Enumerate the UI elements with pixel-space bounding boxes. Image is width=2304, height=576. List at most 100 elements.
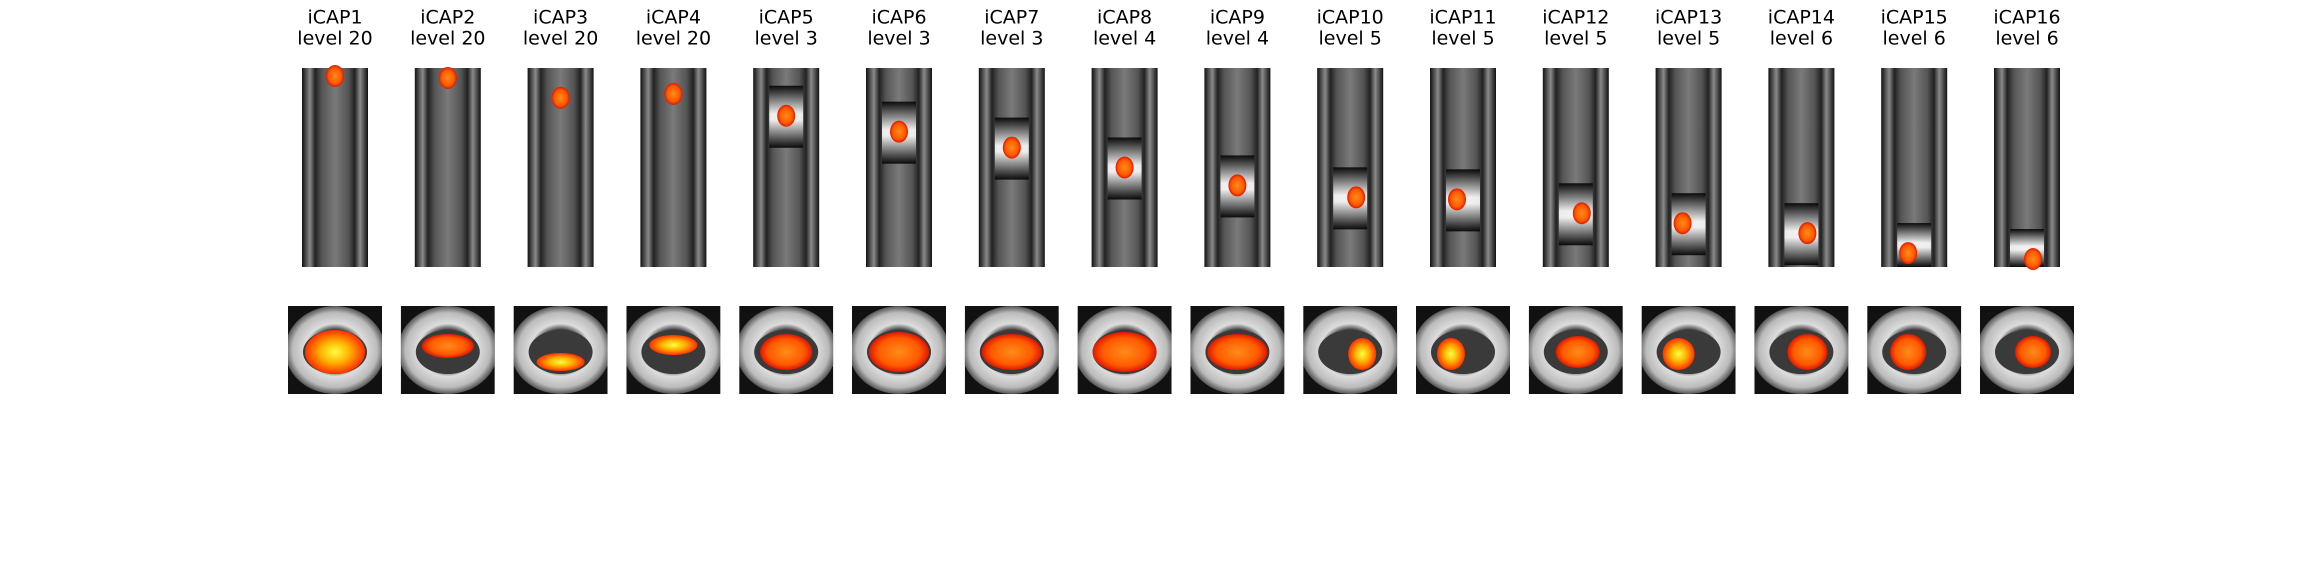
activation <box>1092 332 1157 372</box>
panel-name: iCAP3 <box>533 7 588 29</box>
panel-level: level 4 <box>1206 28 1269 50</box>
panel-name: iCAP13 <box>1655 7 1722 29</box>
activation <box>890 120 908 143</box>
axial-frame-mask <box>1520 394 1631 402</box>
activation <box>869 332 929 372</box>
axial-frame-mask <box>1510 306 1518 394</box>
axial-frame-mask <box>1859 306 1868 394</box>
axial-frame-mask <box>1972 298 2082 306</box>
activation <box>2015 336 2051 368</box>
panel-name: iCAP4 <box>646 7 701 29</box>
activation <box>1899 242 1918 265</box>
axial-frame-mask <box>1633 394 1744 402</box>
axial-frame-mask <box>1069 298 1180 306</box>
activation <box>1207 334 1268 370</box>
axial-frame-mask <box>1408 394 1518 402</box>
axial-frame-mask <box>1058 306 1067 394</box>
axial-frame-mask <box>1182 298 1293 306</box>
axial-frame-mask <box>1735 306 1744 394</box>
activation <box>305 330 365 374</box>
activation <box>1890 334 1927 370</box>
panel-level: level 6 <box>1770 28 1833 50</box>
panel-name: iCAP10 <box>1317 7 1384 29</box>
axial-frame-mask <box>956 394 1067 402</box>
axial-frame-mask <box>505 394 616 402</box>
activation <box>1115 156 1134 179</box>
axial-frame-mask <box>1295 394 1406 402</box>
axial-frame-mask <box>1182 394 1293 402</box>
sagittal-image <box>302 68 368 267</box>
axial-frame-mask <box>1284 306 1293 394</box>
axial-frame-mask <box>1961 306 1970 394</box>
axial-frame-mask <box>1397 306 1406 394</box>
panel-level: level 6 <box>1883 28 1946 50</box>
panel-level: level 20 <box>523 28 598 50</box>
axial-frame-mask <box>1069 306 1078 394</box>
activation <box>1347 186 1366 209</box>
axial-frame-mask <box>731 394 842 402</box>
panel-name: iCAP11 <box>1429 7 1496 29</box>
axial-frame-mask <box>1069 394 1180 402</box>
axial-frame-mask <box>1746 306 1755 394</box>
axial-frame-mask <box>956 306 965 394</box>
activation <box>1437 338 1465 370</box>
axial-frame-mask <box>844 394 954 402</box>
axial-frame-mask <box>382 306 390 394</box>
panel-level: level 5 <box>1544 28 1607 50</box>
axial-frame-mask <box>618 394 729 402</box>
axial-frame-mask <box>1746 298 1857 306</box>
axial-frame-mask <box>618 298 729 306</box>
axial-frame-mask <box>844 298 954 306</box>
panel-name: iCAP12 <box>1542 7 1609 29</box>
axial-frame-mask <box>505 298 616 306</box>
activation <box>649 335 698 355</box>
axial-frame-mask <box>607 306 616 394</box>
axial-frame-mask <box>1408 298 1518 306</box>
axial-frame-mask <box>1182 306 1191 394</box>
axial-frame-mask <box>1859 394 1970 402</box>
axial-frame-mask <box>1520 306 1529 394</box>
axial-frame-mask <box>280 394 390 402</box>
panel-name: iCAP7 <box>984 7 1039 29</box>
panel-name: iCAP15 <box>1881 7 1948 29</box>
activation <box>421 334 474 358</box>
activation <box>760 334 813 370</box>
axial-frame-mask <box>505 306 514 394</box>
panel-name: iCAP6 <box>871 7 926 29</box>
axial-frame-mask <box>1848 306 1857 394</box>
activation <box>1228 174 1247 197</box>
activation <box>1002 136 1021 159</box>
axial-frame-mask <box>392 306 401 394</box>
panel-name: iCAP9 <box>1210 7 1265 29</box>
axial-frame-mask <box>720 306 729 394</box>
axial-frame-mask <box>1295 306 1304 394</box>
sagittal-image <box>1430 68 1496 267</box>
axial-frame-mask <box>618 306 627 394</box>
axial-frame-mask <box>1972 306 1980 394</box>
activation <box>536 353 585 371</box>
axial-frame-mask <box>844 306 852 394</box>
panel-level: level 3 <box>980 28 1043 50</box>
axial-frame-mask <box>392 394 503 402</box>
axial-frame-mask <box>1408 306 1416 394</box>
panel-name: iCAP1 <box>307 7 362 29</box>
axial-frame-mask <box>494 306 503 394</box>
activation <box>326 64 344 87</box>
axial-frame-mask <box>1633 298 1744 306</box>
activation <box>1572 202 1591 225</box>
panel-level: level 5 <box>1319 28 1382 50</box>
panel-level: level 5 <box>1431 28 1494 50</box>
axial-frame-mask <box>392 298 503 306</box>
panel-name: iCAP16 <box>1993 7 2060 29</box>
